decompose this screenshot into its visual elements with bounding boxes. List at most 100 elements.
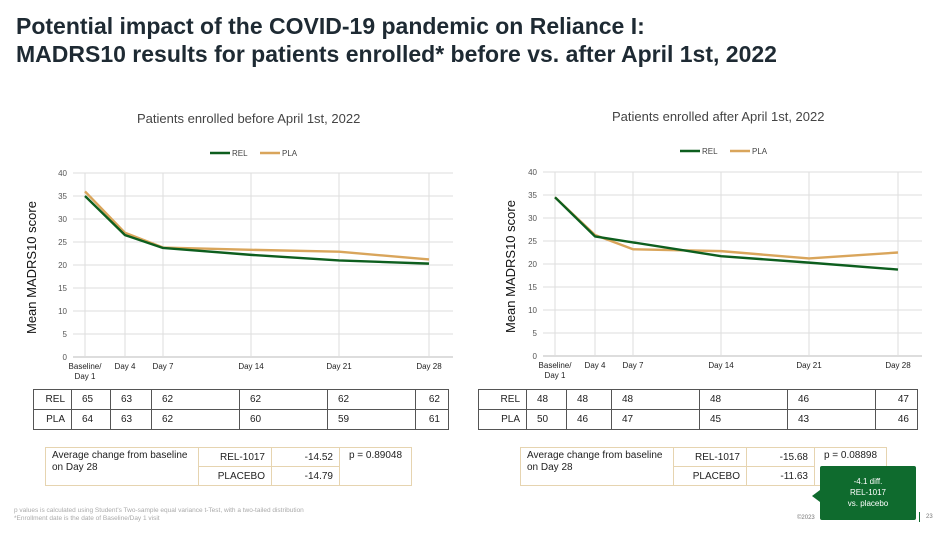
slide-title-line1: Potential impact of the COVID-19 pandemi… xyxy=(16,13,645,39)
left-avg-label: Average change from baseline on Day 28 xyxy=(45,447,199,486)
right-avg-label: Average change from baseline on Day 28 xyxy=(520,447,674,486)
count-cell: 62 xyxy=(239,389,328,410)
callout-line3: vs. placebo xyxy=(847,499,889,508)
right-x-tick-label: Day 21 xyxy=(796,361,822,370)
right-count-row: REL 48 48 48 48 46 47 xyxy=(478,389,918,410)
count-cell: 63 xyxy=(110,409,152,430)
left-legend-label-pla: PLA xyxy=(282,149,298,158)
left-y-tick-label: 0 xyxy=(63,353,68,362)
right-y-tick-label: 10 xyxy=(528,306,537,315)
left-y-tick-label: 40 xyxy=(58,169,67,178)
slide-title: Potential impact of the COVID-19 pandemi… xyxy=(16,12,777,68)
callout-line1: -4.1 diff. xyxy=(853,477,883,486)
right-y-tick-label: 40 xyxy=(528,168,537,177)
left-enrollment-table: REL 65 63 62 62 62 62 PLA 64 63 62 60 59 61 xyxy=(33,389,449,430)
footnote-line2: *Enrollment date is the date of Baseline… xyxy=(14,515,160,522)
arm-label: REL xyxy=(33,389,72,410)
right-x-tick-label: Day 4 xyxy=(585,361,606,370)
left-y-tick-label: 35 xyxy=(58,192,67,201)
right-series-pla xyxy=(554,196,899,260)
arm-label: PLA xyxy=(33,409,72,430)
right-average-change-table: Average change from baseline on Day 28 R… xyxy=(520,447,887,486)
left-legend-label-rel: REL xyxy=(232,149,248,158)
count-cell: 45 xyxy=(699,409,788,430)
count-cell: 48 xyxy=(566,389,612,410)
count-cell: 43 xyxy=(787,409,876,430)
count-cell: 63 xyxy=(110,389,152,410)
slide-title-line2: MADRS10 results for patients enrolled* b… xyxy=(16,41,777,67)
count-cell: 48 xyxy=(526,389,567,410)
right-avg-value-rel: -15.68 xyxy=(746,447,815,467)
count-cell: 65 xyxy=(71,389,111,410)
left-x-tick-label: Day 4 xyxy=(115,362,136,371)
right-y-tick-label: 5 xyxy=(533,329,538,338)
left-y-tick-label: 5 xyxy=(63,330,68,339)
left-avg-value-pla: -14.79 xyxy=(271,466,340,486)
difference-callout: -4.1 diff. REL-1017 vs. placebo xyxy=(812,466,916,520)
count-cell: 64 xyxy=(71,409,111,430)
left-series-pla xyxy=(84,190,430,261)
right-series-rel xyxy=(554,196,899,271)
arm-label: REL xyxy=(478,389,527,410)
right-count-row: PLA 50 46 47 45 43 46 xyxy=(478,409,918,430)
count-cell: 62 xyxy=(151,409,240,430)
left-x-tick-label: Baseline/ xyxy=(69,362,103,371)
footnote: p values is calculated using Student's T… xyxy=(14,507,304,523)
count-cell: 50 xyxy=(526,409,567,430)
left-x-tick-label: Day 1 xyxy=(75,372,96,381)
count-cell: 62 xyxy=(151,389,240,410)
page-divider xyxy=(919,512,920,522)
left-y-tick-label: 30 xyxy=(58,215,67,224)
count-cell: 62 xyxy=(415,389,449,410)
right-avg-arm-rel: REL-1017 xyxy=(673,447,747,467)
right-y-tick-label: 0 xyxy=(533,352,538,361)
count-cell: 48 xyxy=(611,389,700,410)
right-y-tick-label: 30 xyxy=(528,214,537,223)
page-number: 23 xyxy=(926,514,933,520)
right-legend-label-rel: REL xyxy=(702,147,718,156)
right-y-tick-label: 25 xyxy=(528,237,537,246)
left-x-tick-label: Day 21 xyxy=(326,362,352,371)
left-y-tick-label: 20 xyxy=(58,261,67,270)
right-x-tick-label: Day 28 xyxy=(885,361,911,370)
count-cell: 47 xyxy=(875,389,918,410)
left-y-tick-label: 10 xyxy=(58,307,67,316)
left-count-row: REL 65 63 62 62 62 62 xyxy=(33,389,449,410)
left-y-tick-label: 25 xyxy=(58,238,67,247)
right-x-tick-label: Baseline/ xyxy=(539,361,573,370)
right-y-tick-label: 15 xyxy=(528,283,537,292)
count-cell: 46 xyxy=(566,409,612,430)
copyright: ©2023 xyxy=(797,515,815,521)
left-avg-arm-rel: REL-1017 xyxy=(198,447,272,467)
left-x-tick-label: Day 7 xyxy=(153,362,174,371)
left-avg-arm-pla: PLACEBO xyxy=(198,466,272,486)
count-cell: 47 xyxy=(611,409,700,430)
right-chart-title: Patients enrolled after April 1st, 2022 xyxy=(612,109,825,124)
right-x-tick-label: Day 14 xyxy=(708,361,734,370)
count-cell: 60 xyxy=(239,409,328,430)
left-p-value: p = 0.89048 xyxy=(339,447,412,486)
right-y-tick-label: 20 xyxy=(528,260,537,269)
callout-line2: REL-1017 xyxy=(849,488,887,497)
count-cell: 46 xyxy=(787,389,876,410)
left-count-row: PLA 64 63 62 60 59 61 xyxy=(33,409,449,430)
count-cell: 62 xyxy=(327,389,416,410)
left-average-change-table: Average change from baseline on Day 28 R… xyxy=(45,447,412,486)
right-y-tick-label: 35 xyxy=(528,191,537,200)
right-legend-label-pla: PLA xyxy=(752,147,768,156)
right-enrollment-table: REL 48 48 48 48 46 47 PLA 50 46 47 45 43 46 xyxy=(478,389,918,430)
arm-label: PLA xyxy=(478,409,527,430)
left-x-tick-label: Day 28 xyxy=(416,362,442,371)
left-chart-title: Patients enrolled before April 1st, 2022 xyxy=(137,111,361,126)
right-avg-value-pla: -11.63 xyxy=(746,466,815,486)
right-x-tick-label: Day 1 xyxy=(545,371,566,380)
right-x-tick-label: Day 7 xyxy=(623,361,644,370)
count-cell: 61 xyxy=(415,409,449,430)
right-avg-arm-pla: PLACEBO xyxy=(673,466,747,486)
count-cell: 46 xyxy=(875,409,918,430)
footnote-line1: p values is calculated using Student's T… xyxy=(14,507,304,514)
left-x-tick-label: Day 14 xyxy=(238,362,264,371)
left-series-rel xyxy=(84,195,430,265)
left-y-tick-label: 15 xyxy=(58,284,67,293)
